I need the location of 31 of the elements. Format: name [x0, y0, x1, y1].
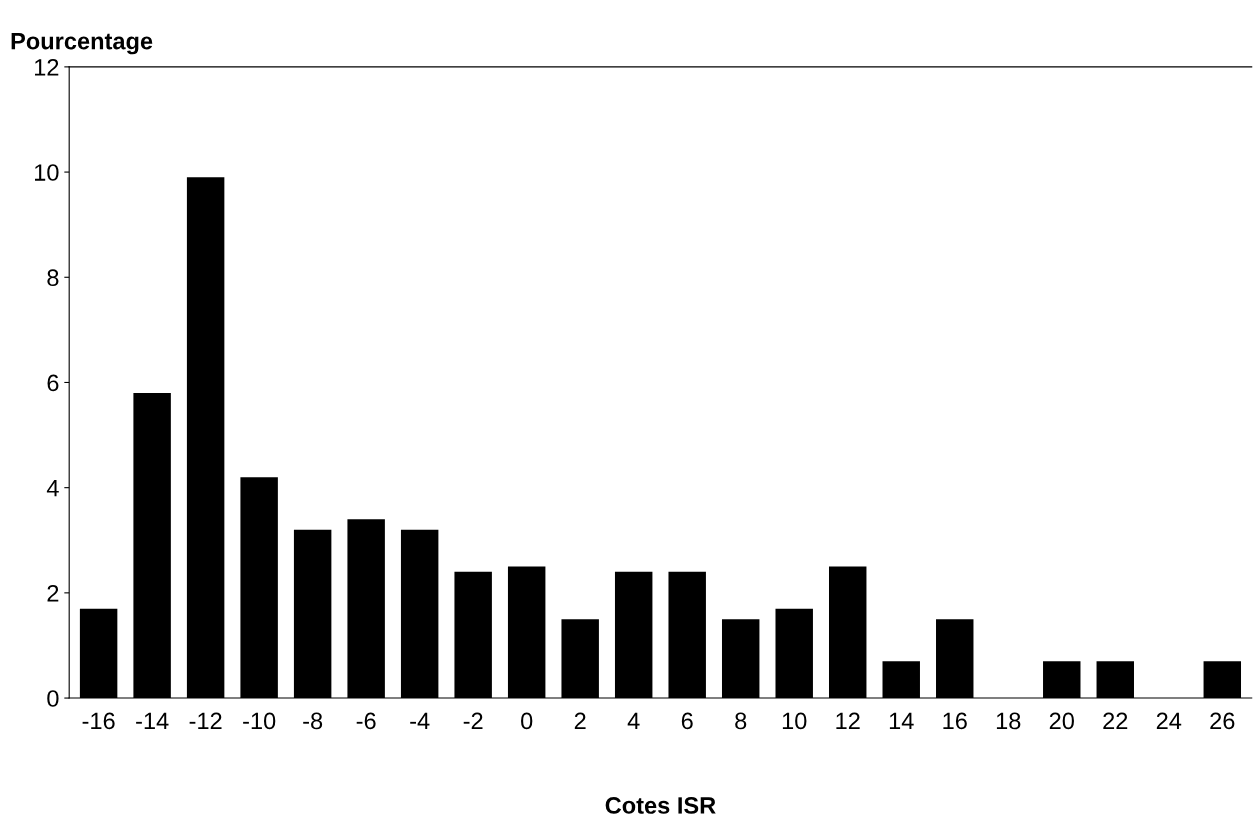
x-tick-label: 8 [735, 712, 747, 730]
y-axis-title: Pourcentage [11, 33, 153, 55]
x-tick-label: -16 [82, 712, 115, 730]
y-tick-label: 6 [47, 374, 59, 392]
x-tick-label: 10 [782, 712, 807, 730]
x-tick-label: 12 [836, 712, 860, 730]
x-tick-label: 26 [1210, 712, 1235, 730]
x-tick-label: -10 [243, 712, 276, 730]
x-tick-label: 0 [521, 712, 533, 730]
y-tick-label: 4 [46, 479, 59, 497]
x-tick-label: 4 [627, 712, 640, 730]
x-tick-label: 22 [1103, 712, 1128, 730]
x-tick-label: 20 [1049, 712, 1074, 730]
y-tick-label: 12 [35, 58, 59, 76]
y-tick-label: 8 [47, 269, 59, 287]
y-tick-label: 2 [47, 584, 59, 602]
x-tick-label: -12 [189, 712, 222, 730]
y-tick-label: 10 [35, 164, 59, 181]
x-tick-label: -6 [356, 712, 376, 730]
x-tick-label: -2 [463, 712, 483, 730]
x-tick-label: 6 [681, 712, 693, 730]
x-tick-label: -8 [303, 712, 323, 730]
x-axis-title: Cotes ISR [605, 797, 716, 814]
x-tick-label: 14 [889, 712, 914, 730]
x-tick-label: 16 [943, 712, 967, 730]
x-tick-label: 24 [1156, 712, 1182, 730]
y-tick-label: 0 [47, 690, 59, 707]
x-tick-label: 18 [996, 712, 1021, 730]
x-tick-label: -14 [136, 712, 169, 730]
x-tick-label: 2 [574, 712, 586, 730]
x-tick-label: -4 [410, 712, 430, 730]
